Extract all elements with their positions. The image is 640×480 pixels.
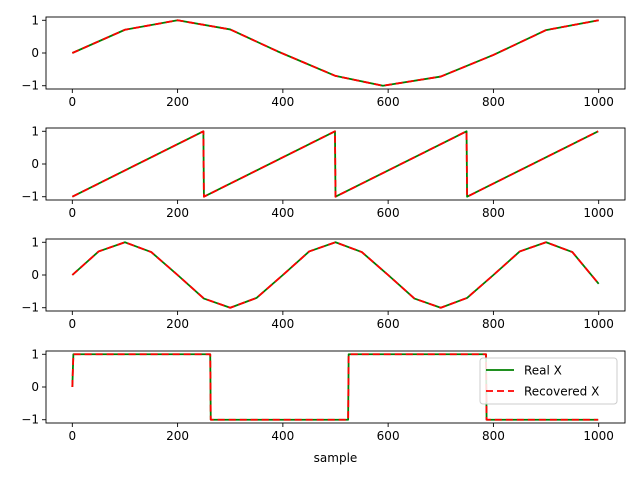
recovered-x-line-1 (71, 19, 599, 87)
y-tick-label-3: −1 (21, 301, 39, 315)
legend-label-1: Real X (524, 364, 562, 378)
x-tick-label-4: 600 (377, 429, 400, 443)
x-tick-label-2: 0 (68, 206, 76, 220)
recovered-x-line-2 (71, 130, 599, 198)
y-tick-label-1: 0 (31, 46, 39, 60)
y-tick-label-3: 0 (31, 268, 39, 282)
legend-box (479, 357, 618, 405)
y-tick-label-4: 0 (31, 380, 39, 394)
x-tick-label-3: 1000 (583, 317, 614, 331)
y-tick-label-4: −1 (21, 413, 39, 427)
axes-frame-3 (45, 238, 626, 312)
y-tick-label-3: 1 (31, 235, 39, 249)
x-tick-label-2: 200 (166, 206, 189, 220)
x-tick-label-1: 0 (68, 95, 76, 109)
y-tick-label-2: 0 (31, 157, 39, 171)
subplot-2: 0 200 400 600 800 1000 −1 0 1 (21, 124, 626, 220)
x-tick-label-4: 400 (271, 429, 294, 443)
x-tick-label-3: 200 (166, 317, 189, 331)
x-tick-label-3: 400 (271, 317, 294, 331)
x-tick-label-3: 600 (377, 317, 400, 331)
y-tick-label-2: 1 (31, 124, 39, 138)
x-tick-label-4: 1000 (583, 429, 614, 443)
y-tick-label-2: −1 (21, 190, 39, 204)
x-tick-label-1: 1000 (583, 95, 614, 109)
subplot-3: 0 200 400 600 800 1000 −1 0 1 (21, 235, 626, 331)
x-tick-label-2: 800 (482, 206, 505, 220)
x-tick-label-1: 200 (166, 95, 189, 109)
legend-label-2: Recovered X (524, 385, 599, 399)
y-tick-label-4: 1 (31, 347, 39, 361)
x-axis-label: sample (314, 451, 358, 465)
x-tick-label-4: 800 (482, 429, 505, 443)
x-tick-label-2: 400 (271, 206, 294, 220)
x-tick-label-1: 800 (482, 95, 505, 109)
legend: Real X Recovered X (479, 357, 618, 405)
y-tick-label-1: −1 (21, 79, 39, 93)
x-tick-label-1: 400 (271, 95, 294, 109)
x-tick-label-3: 800 (482, 317, 505, 331)
x-tick-label-4: 0 (68, 429, 76, 443)
x-tick-label-3: 0 (68, 317, 76, 331)
x-tick-label-2: 1000 (583, 206, 614, 220)
x-tick-label-1: 600 (377, 95, 400, 109)
subplot-1: 0 200 400 600 800 1000 −1 0 1 (21, 13, 626, 109)
y-tick-label-1: 1 (31, 13, 39, 27)
recovered-x-line-3 (71, 241, 600, 309)
x-tick-label-4: 200 (166, 429, 189, 443)
x-tick-label-2: 600 (377, 206, 400, 220)
